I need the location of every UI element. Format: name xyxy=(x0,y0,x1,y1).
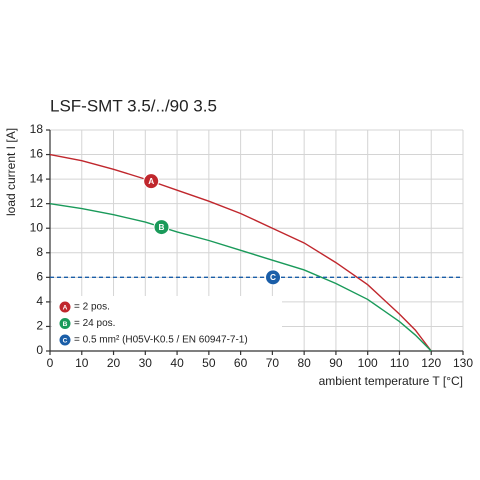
y-tick-label: 2 xyxy=(36,319,43,333)
y-tick-label: 8 xyxy=(36,245,43,259)
x-tick-label: 70 xyxy=(266,356,280,370)
marker-badge xyxy=(58,317,72,330)
marker-badge xyxy=(58,333,72,347)
x-tick-label: 100 xyxy=(358,356,378,370)
x-tick-label: 20 xyxy=(107,356,121,370)
x-tick-label: 110 xyxy=(390,356,409,370)
legend-label: = 0.5 mm² (H05V-K0.5 / EN 60947-7-1) xyxy=(74,335,248,346)
legend-box xyxy=(52,296,282,350)
y-tick-label: 12 xyxy=(30,196,44,210)
x-tick-label: 40 xyxy=(170,356,184,370)
marker-badge xyxy=(58,300,72,314)
y-tick-label: 16 xyxy=(30,147,44,161)
x-tick-label: 120 xyxy=(421,356,441,370)
marker-badge xyxy=(265,269,282,286)
marker-letter: B xyxy=(63,321,68,328)
y-tick-label: 0 xyxy=(36,343,43,357)
legend-label: = 2 pos. xyxy=(74,302,110,313)
series-line xyxy=(49,202,432,352)
x-tick-label: 60 xyxy=(234,356,248,370)
y-tick-label: 18 xyxy=(30,122,44,136)
x-tick-label: 130 xyxy=(453,356,473,370)
y-tick-label: 6 xyxy=(36,270,43,284)
legend-label: = 24 pos. xyxy=(74,318,115,329)
series-line xyxy=(49,153,432,352)
y-tick-label: 14 xyxy=(30,171,44,185)
chart-title: LSF-SMT 3.5/../90 3.5 xyxy=(50,96,217,115)
marker-badge xyxy=(153,219,170,236)
x-tick-label: 90 xyxy=(329,356,343,370)
x-tick-label: 10 xyxy=(75,356,89,370)
marker-letter: A xyxy=(148,177,154,186)
x-axis-label: ambient temperature T [°C] xyxy=(319,374,463,388)
marker-badge xyxy=(143,173,160,190)
y-axis-label: load current I [A] xyxy=(4,128,18,216)
marker-letter: B xyxy=(159,223,165,232)
x-tick-label: 0 xyxy=(47,356,54,370)
x-tick-label: 80 xyxy=(297,356,311,370)
x-tick-label: 50 xyxy=(202,356,216,370)
marker-letter: C xyxy=(63,337,68,344)
marker-letter: A xyxy=(63,304,68,311)
x-tick-label: 30 xyxy=(139,356,153,370)
marker-letter: C xyxy=(270,273,276,282)
y-tick-label: 10 xyxy=(30,220,44,234)
y-tick-label: 4 xyxy=(36,294,43,308)
